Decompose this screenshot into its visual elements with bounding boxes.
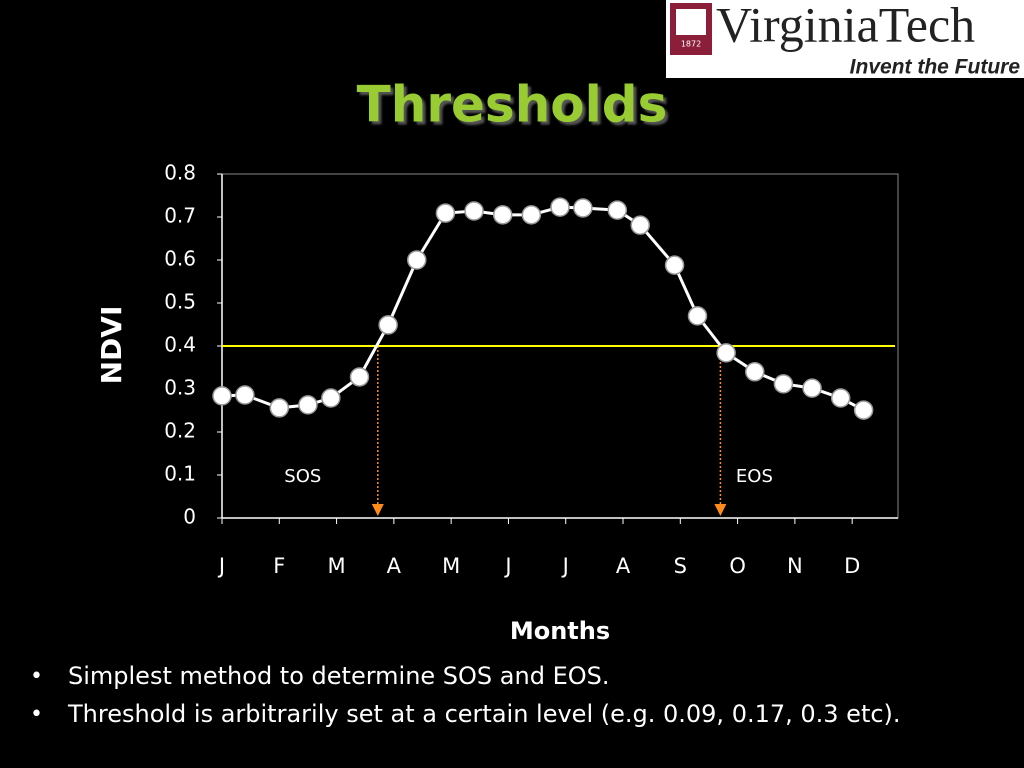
data-point (492, 205, 513, 225)
data-point (550, 197, 570, 217)
annotation-label: EOS (736, 466, 773, 487)
y-tick-label: 0.2 (164, 419, 196, 443)
y-tick-label: 0.6 (164, 247, 196, 271)
x-tick-label: F (273, 554, 285, 578)
x-tick-label: J (561, 554, 569, 578)
bullet-dot: • (30, 702, 43, 727)
data-point (349, 367, 370, 387)
x-tick-label: A (387, 554, 402, 578)
slide-title: Thresholds (357, 76, 668, 134)
data-point (235, 385, 255, 405)
x-tick-label: D (844, 554, 860, 578)
x-tick-label: M (442, 554, 460, 578)
data-point (664, 255, 685, 275)
logo-box (666, 0, 1024, 78)
data-point (321, 388, 341, 408)
logo-year: 1872 (681, 40, 701, 49)
x-axis-label: Months (510, 617, 610, 645)
logo-tagline: Invent the Future (850, 56, 1021, 79)
data-point (630, 215, 650, 235)
data-point (407, 250, 427, 270)
data-point (269, 398, 290, 418)
bullet-text: Threshold is arbitrarily set at a certai… (67, 700, 901, 728)
data-point (830, 388, 851, 408)
x-tick-label: S (674, 554, 687, 578)
logo-shield-inner (676, 9, 706, 35)
data-point (435, 203, 456, 223)
data-point (298, 395, 318, 415)
data-point (464, 201, 484, 221)
data-point (802, 378, 822, 398)
x-tick-label: O (729, 554, 746, 578)
y-tick-label: 0.7 (164, 204, 196, 228)
data-point (687, 306, 708, 326)
data-point (716, 343, 736, 363)
data-point (853, 400, 874, 420)
bullet-dot: • (30, 664, 43, 689)
y-tick-label: 0.1 (164, 462, 196, 486)
arrow-head (371, 504, 384, 516)
y-tick-label: 0 (183, 505, 196, 529)
data-point (573, 198, 593, 218)
y-tick-label: 0.8 (164, 161, 196, 185)
y-tick-label: 0.3 (164, 376, 196, 400)
y-axis-label: NDVI (95, 306, 128, 385)
bullet-text: Simplest method to determine SOS and EOS… (68, 662, 610, 690)
x-tick-label: J (503, 554, 511, 578)
x-tick-label: N (787, 554, 803, 578)
x-tick-label: J (217, 554, 225, 578)
data-point (521, 205, 542, 225)
y-tick-label: 0.5 (164, 290, 196, 314)
data-point (607, 200, 628, 220)
data-point (773, 374, 794, 394)
x-tick-label: M (328, 554, 346, 578)
y-tick-label: 0.4 (164, 333, 196, 357)
logo-name: VirginiaTech (716, 0, 975, 52)
x-tick-label: A (616, 554, 631, 578)
data-point (745, 362, 765, 382)
arrow-head (714, 504, 727, 516)
annotation-label: SOS (284, 466, 321, 487)
data-point (378, 315, 398, 335)
data-point (212, 386, 232, 406)
